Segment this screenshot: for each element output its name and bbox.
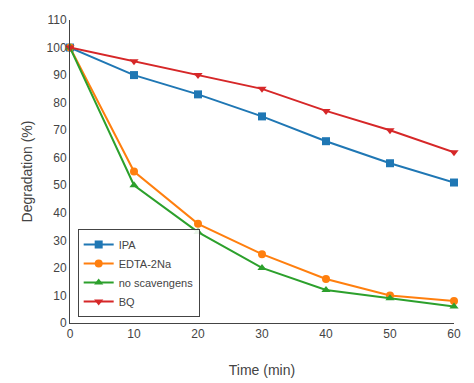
svg-text:10: 10	[127, 327, 141, 341]
svg-text:70: 70	[53, 123, 67, 137]
svg-text:20: 20	[191, 327, 205, 341]
svg-text:10: 10	[53, 289, 67, 303]
svg-text:IPA: IPA	[119, 239, 137, 251]
svg-text:20: 20	[53, 261, 67, 275]
svg-text:40: 40	[53, 206, 67, 220]
svg-text:60: 60	[53, 151, 67, 165]
svg-text:0: 0	[67, 327, 74, 341]
svg-text:80: 80	[53, 96, 67, 110]
svg-text:100: 100	[47, 41, 67, 55]
svg-text:BQ: BQ	[119, 296, 135, 308]
svg-text:EDTA-2Na: EDTA-2Na	[119, 258, 172, 270]
svg-text:Degradation (%): Degradation (%)	[19, 121, 35, 223]
svg-text:Time (min): Time (min)	[229, 362, 295, 378]
svg-text:30: 30	[53, 234, 67, 248]
svg-text:110: 110	[47, 13, 66, 27]
svg-text:90: 90	[53, 68, 67, 82]
svg-text:no scavengens: no scavengens	[119, 277, 193, 289]
svg-text:30: 30	[255, 327, 269, 341]
svg-text:0: 0	[60, 316, 67, 330]
svg-text:60: 60	[447, 327, 461, 341]
svg-text:50: 50	[53, 178, 67, 192]
svg-text:40: 40	[319, 327, 333, 341]
svg-text:50: 50	[383, 327, 397, 341]
